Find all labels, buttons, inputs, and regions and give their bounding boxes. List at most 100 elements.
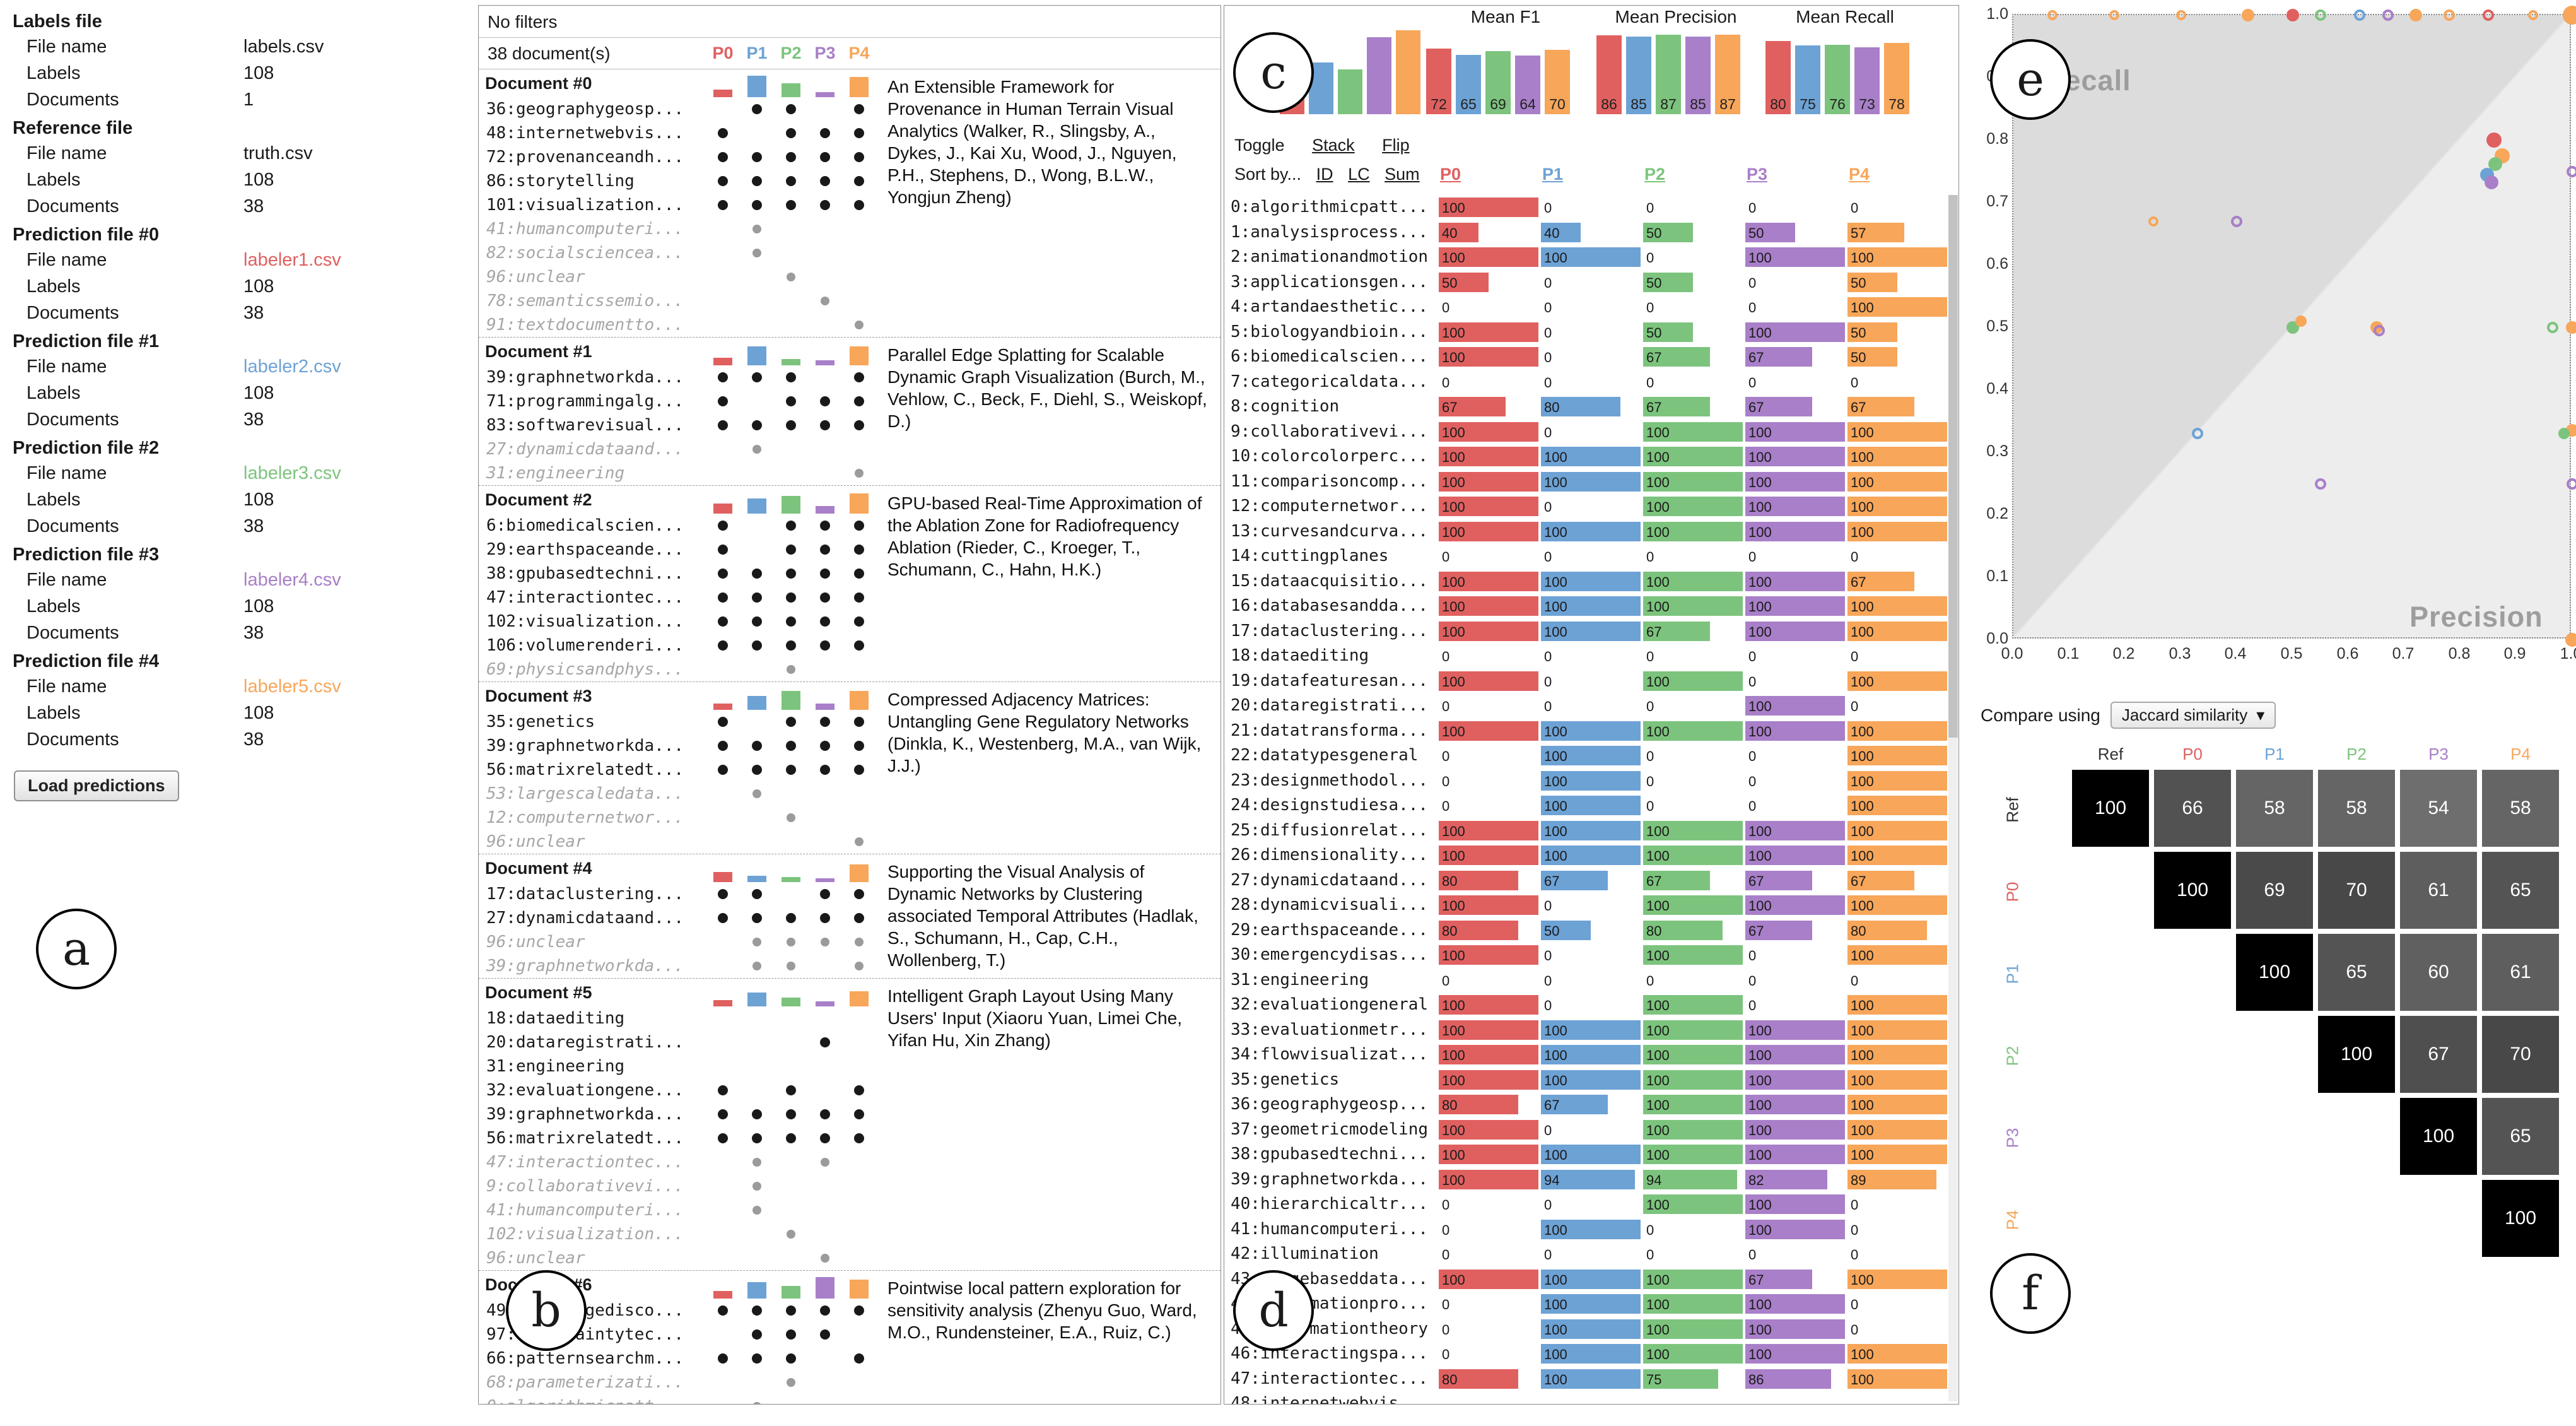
table-row[interactable]: 0:algorithmicpatt... 100 0 0 0 0 [1224,195,1950,220]
doc-label[interactable]: 47:interactiontec... [486,1153,684,1172]
doc-label[interactable]: 39:graphnetworkda... [486,368,684,387]
table-row[interactable]: 21:datatransforma... 100 100 100 100 100 [1224,719,1950,744]
table-row[interactable]: 8:cognition 67 80 67 67 67 [1224,394,1950,420]
scatter-point[interactable] [2109,10,2119,20]
doc-label[interactable]: 36:geographygeosp... [486,100,684,119]
table-row[interactable]: 1:analysisprocess... 40 40 50 50 57 [1224,220,1950,245]
scatter-point[interactable] [2382,9,2394,21]
scatter-point[interactable] [2486,133,2502,148]
table-row[interactable]: 30:emergencydisas... 100 0 100 0 100 [1224,943,1950,968]
similarity-cell[interactable]: 61 [2482,934,2559,1011]
table-col-header-p2[interactable]: P2 [1644,165,1666,184]
table-row[interactable]: 40:hierarchicaltr... 0 0 100 100 0 [1224,1192,1950,1217]
scatter-point[interactable] [2567,478,2576,490]
similarity-cell[interactable]: 70 [2318,852,2395,929]
table-row[interactable]: 2:animationandmotion 100 100 0 100 100 [1224,245,1950,270]
doc-label[interactable]: 20:dataregistrati... [486,1033,684,1052]
doc-label[interactable]: 86:storytelling [486,172,635,191]
doc-label[interactable]: 48:internetwebvis... [486,124,684,143]
scatter-point[interactable] [2566,321,2576,334]
sort-lc-link[interactable]: LC [1348,165,1370,184]
table-row[interactable]: 45:informationtheory 0 100 100 100 0 [1224,1317,1950,1342]
table-col-header-p0[interactable]: P0 [1440,165,1461,184]
scatter-point[interactable] [2409,9,2422,21]
table-row[interactable]: 11:comparisoncomp... 100 100 100 100 100 [1224,469,1950,495]
table-row[interactable]: 17:dataclustering... 100 100 67 100 100 [1224,619,1950,644]
table-col-header-p1[interactable]: P1 [1542,165,1564,184]
table-row[interactable]: 27:dynamicdataand... 80 67 67 67 67 [1224,868,1950,893]
doc-label[interactable]: 96:unclear [486,1249,585,1268]
scatter-point[interactable] [2444,9,2456,21]
table-row[interactable]: 31:engineering 0 0 0 0 0 [1224,968,1950,993]
table-row[interactable]: 37:geometricmodeling 100 0 100 100 100 [1224,1117,1950,1143]
similarity-cell[interactable]: 65 [2482,1098,2559,1175]
similarity-cell[interactable]: 58 [2318,770,2395,847]
table-row[interactable]: 48:internetwebvis... [1224,1391,1950,1404]
similarity-cell[interactable]: 61 [2400,852,2477,929]
similarity-cell[interactable]: 100 [2482,1180,2559,1257]
table-row[interactable]: 35:genetics 100 100 100 100 100 [1224,1068,1950,1093]
scrollbar-thumb[interactable] [1948,195,1958,738]
similarity-cell[interactable]: 58 [2236,770,2313,847]
doc-label[interactable]: 41:humancomputeri... [486,220,684,239]
table-row[interactable]: 28:dynamicvisuali... 100 0 100 100 100 [1224,893,1950,918]
table-row[interactable]: 22:datatypesgeneral 0 100 0 0 100 [1224,743,1950,769]
scatter-point[interactable] [2295,315,2307,327]
sort-sum-link[interactable]: Sum [1385,165,1420,184]
similarity-cell[interactable]: 66 [2154,770,2231,847]
scatter-point[interactable] [2374,324,2386,336]
scatter-point[interactable] [2567,165,2576,177]
doc-label[interactable]: 41:humancomputeri... [486,1201,684,1220]
doc-label[interactable]: 29:earthspaceande... [486,540,684,559]
doc-label[interactable]: 6:biomedicalscien... [486,516,684,535]
stack-link[interactable]: Stack [1312,136,1355,155]
scatter-point[interactable] [2565,633,2576,647]
doc-label[interactable]: 27:dynamicdataand... [486,440,684,459]
similarity-cell[interactable]: 100 [2318,1016,2395,1093]
table-row[interactable]: 33:evaluationmetr... 100 100 100 100 100 [1224,1018,1950,1043]
doc-label[interactable]: 101:visualization... [486,196,684,215]
flip-link[interactable]: Flip [1382,136,1410,155]
doc-label[interactable]: 102:visualization... [486,1225,684,1244]
table-row[interactable]: 34:flowvisualizat... 100 100 100 100 100 [1224,1042,1950,1068]
table-row[interactable]: 29:earthspaceande... 80 50 80 67 80 [1224,918,1950,943]
table-row[interactable]: 38:gpubasedtechni... 100 100 100 100 100 [1224,1142,1950,1167]
doc-label[interactable]: 0:algorithmicpatt... [479,1397,706,1404]
scatter-point[interactable] [2242,9,2255,21]
table-row[interactable]: 47:interactiontec... 80 100 75 86 100 [1224,1367,1950,1392]
table-row[interactable]: 14:cuttingplanes 0 0 0 0 0 [1224,544,1950,569]
doc-label[interactable]: 38:gpubasedtechni... [486,564,684,583]
scatter-point[interactable] [2286,9,2299,21]
doc-label[interactable]: 39:graphnetworkda... [486,1105,684,1124]
table-row[interactable]: 20:dataregistrati... 0 0 0 100 0 [1224,693,1950,719]
similarity-cell[interactable]: 54 [2400,770,2477,847]
doc-col-header-p2[interactable]: P2 [780,44,802,62]
table-row[interactable]: 26:dimensionality... 100 100 100 100 100 [1224,843,1950,868]
table-row[interactable]: 18:dataediting 0 0 0 0 0 [1224,644,1950,669]
doc-label[interactable]: 27:dynamicdataand... [486,909,684,928]
scatter-point[interactable] [2488,156,2502,171]
table-row[interactable]: 3:applicationsgen... 50 0 50 0 50 [1224,270,1950,295]
similarity-cell[interactable]: 58 [2482,770,2559,847]
similarity-cell[interactable]: 60 [2400,934,2477,1011]
table-row[interactable]: 5:biologyandbioin... 100 0 50 100 50 [1224,320,1950,345]
doc-label[interactable]: 31:engineering [486,1057,625,1076]
doc-label[interactable]: 12:computernetwor... [486,808,684,827]
doc-label[interactable]: 66:patternsearchm... [486,1349,684,1368]
similarity-cell[interactable]: 70 [2482,1016,2559,1093]
scatter-point[interactable] [2175,10,2186,20]
doc-label[interactable]: 78:semanticssemio... [486,292,684,310]
scatter-point[interactable] [2563,6,2576,25]
doc-label[interactable]: 91:textdocumentto... [486,315,684,334]
table-row[interactable]: 41:humancomputeri... 0 100 0 100 0 [1224,1217,1950,1242]
doc-label[interactable]: 71:programmingalg... [486,392,684,411]
table-row[interactable]: 24:designstudiesa... 0 100 0 0 100 [1224,793,1950,818]
doc-label[interactable]: 18:dataediting [486,1009,625,1028]
table-row[interactable]: 6:biomedicalscien... 100 0 67 67 50 [1224,345,1950,370]
doc-col-header-p0[interactable]: P0 [712,44,734,62]
similarity-cell[interactable]: 100 [2154,852,2231,929]
doc-label[interactable]: 39:graphnetworkda... [486,957,684,975]
table-row[interactable]: 43:imagebaseddata... 100 100 100 67 100 [1224,1267,1950,1292]
table-row[interactable]: 39:graphnetworkda... 100 94 94 82 89 [1224,1167,1950,1193]
doc-label[interactable]: 31:engineering [486,464,625,483]
